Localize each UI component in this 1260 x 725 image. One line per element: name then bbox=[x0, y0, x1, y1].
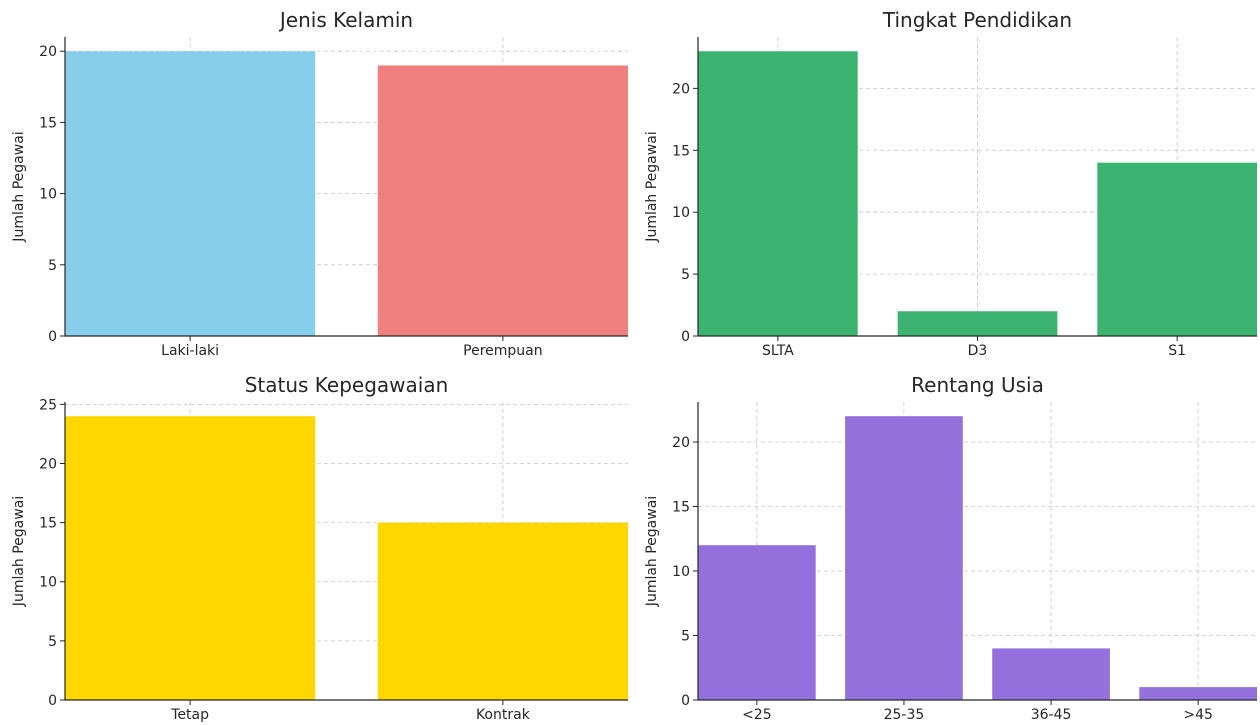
chart-title: Status Kepegawaian bbox=[245, 373, 449, 397]
y-tick-label: 25 bbox=[39, 397, 57, 413]
bar-perempuan bbox=[377, 65, 628, 336]
bar-d3 bbox=[897, 311, 1058, 336]
bar--45 bbox=[1139, 687, 1257, 700]
y-tick-label: 10 bbox=[39, 187, 57, 203]
y-tick-label: 5 bbox=[681, 628, 690, 644]
y-tick-label: 0 bbox=[48, 329, 57, 345]
y-tick-label: 20 bbox=[672, 435, 690, 451]
y-tick-label: 5 bbox=[48, 634, 57, 650]
y-axis-label: Jumlah Pegawai bbox=[644, 496, 660, 607]
bar-s1 bbox=[1097, 162, 1257, 336]
y-tick-label: 0 bbox=[681, 329, 690, 345]
bar--25 bbox=[698, 545, 816, 700]
y-tick-label: 20 bbox=[39, 456, 57, 472]
y-axis-label: Jumlah Pegawai bbox=[11, 131, 27, 242]
bar-tetap bbox=[65, 416, 316, 700]
bar-slta bbox=[698, 51, 858, 336]
chart-title: Tingkat Pendidikan bbox=[882, 8, 1072, 32]
y-axis-label: Jumlah Pegawai bbox=[11, 496, 27, 607]
x-tick-label: <25 bbox=[742, 707, 772, 723]
x-tick-label: D3 bbox=[968, 343, 988, 359]
bar-laki-laki bbox=[65, 51, 316, 336]
bar-25-35 bbox=[845, 416, 963, 700]
y-tick-label: 0 bbox=[48, 693, 57, 709]
chart-panel-1: 0 5 10 15 20 Laki-laki Perempuan Jenis Kelamin J… bbox=[11, 8, 628, 359]
chart-title: Jenis Kelamin bbox=[278, 8, 413, 32]
chart-title: Rentang Usia bbox=[911, 373, 1044, 397]
x-tick-label: Tetap bbox=[170, 707, 209, 723]
y-tick-label: 5 bbox=[48, 258, 57, 274]
x-tick-label: Kontrak bbox=[476, 707, 531, 723]
x-tick-label: 36-45 bbox=[1031, 707, 1072, 723]
bar-36-45 bbox=[992, 648, 1110, 700]
y-tick-label: 15 bbox=[39, 115, 57, 131]
x-tick-label: Perempuan bbox=[463, 343, 542, 359]
y-tick-label: 20 bbox=[672, 81, 690, 97]
y-tick-label: 15 bbox=[39, 516, 57, 532]
x-tick-label: 25-35 bbox=[884, 707, 925, 723]
chart-panel-4: 0 5 10 15 20 <25 25-35 36-45 >45 Rentang Usia Juml… bbox=[644, 373, 1257, 723]
bar-kontrak bbox=[377, 522, 628, 700]
y-tick-label: 10 bbox=[672, 564, 690, 580]
chart-panel-2: 0 5 10 15 20 SLTA D3 S1 Tingkat Pendidikan Jumlah… bbox=[644, 8, 1257, 359]
x-tick-label: SLTA bbox=[762, 343, 794, 359]
y-tick-label: 10 bbox=[672, 205, 690, 221]
y-tick-label: 15 bbox=[672, 499, 690, 515]
y-tick-label: 15 bbox=[672, 143, 690, 159]
chart-panel-3: 0 5 10 15 20 25 Tetap Kontrak Status Kepegawaian… bbox=[11, 373, 628, 723]
y-tick-label: 0 bbox=[681, 693, 690, 709]
x-tick-label: Laki-laki bbox=[161, 343, 219, 359]
y-tick-label: 10 bbox=[39, 575, 57, 591]
y-axis-label: Jumlah Pegawai bbox=[644, 131, 660, 242]
y-tick-label: 20 bbox=[39, 44, 57, 60]
x-tick-label: S1 bbox=[1168, 343, 1186, 359]
x-tick-label: >45 bbox=[1183, 707, 1213, 723]
y-tick-label: 5 bbox=[681, 267, 690, 283]
